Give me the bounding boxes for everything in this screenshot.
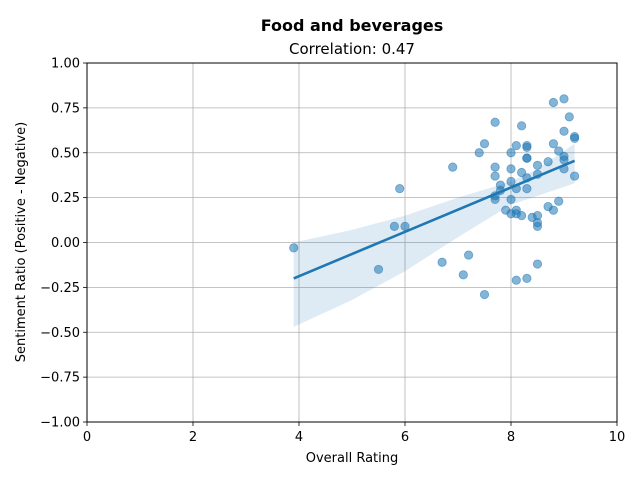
data-point	[532, 259, 543, 269]
data-point	[506, 194, 516, 205]
y-tick-label: 0.50	[51, 146, 80, 161]
data-point	[373, 264, 384, 275]
y-tick-label: −0.75	[40, 371, 80, 386]
data-point	[289, 243, 299, 253]
data-point	[474, 148, 484, 158]
data-point	[532, 160, 543, 170]
y-tick-label: 0.75	[51, 101, 80, 116]
data-point	[463, 250, 474, 260]
data-point	[548, 97, 559, 108]
data-point	[395, 184, 405, 194]
x-tick-label: 6	[401, 430, 409, 445]
data-point	[506, 176, 516, 187]
x-tick-label: 0	[83, 430, 91, 445]
confidence-band	[293, 143, 575, 327]
data-point	[548, 205, 559, 215]
regression-line	[293, 159, 576, 280]
y-tick-label: −1.00	[40, 416, 80, 431]
y-tick-label: −0.25	[40, 281, 80, 296]
data-point	[506, 164, 516, 174]
data-point	[522, 184, 532, 194]
data-point	[437, 257, 447, 267]
data-points-group	[289, 94, 580, 300]
data-point	[516, 210, 527, 221]
data-point	[522, 273, 532, 283]
data-point	[448, 162, 458, 172]
data-point	[479, 139, 490, 149]
x-axis-ticks: 0 2 4 6 8 10	[83, 422, 625, 445]
data-point	[554, 196, 564, 206]
data-point	[569, 171, 580, 181]
data-point	[511, 275, 521, 285]
data-point	[569, 133, 580, 143]
data-point	[548, 139, 559, 149]
data-point	[559, 126, 569, 136]
data-point	[490, 117, 500, 127]
y-axis-ticks: −1.00 −0.75 −0.50 −0.25 0.00 0.25 0.50 0.75 1.00	[40, 57, 87, 431]
data-point	[522, 153, 532, 163]
data-point	[479, 289, 490, 300]
y-tick-label: −0.50	[40, 326, 80, 341]
y-tick-label: 0.00	[51, 236, 80, 251]
x-tick-label: 8	[507, 430, 515, 445]
x-tick-label: 10	[609, 430, 626, 445]
regression-line-group	[293, 159, 576, 280]
data-point	[458, 270, 468, 280]
data-point	[506, 148, 516, 158]
chart-title: Food and beverages	[261, 16, 444, 35]
data-point	[522, 142, 532, 152]
y-axis-label: Sentiment Ratio (Positive - Negative)	[14, 122, 29, 362]
data-point	[511, 140, 521, 151]
data-point	[490, 171, 500, 181]
data-point	[490, 162, 500, 172]
data-point	[389, 221, 399, 231]
data-point	[559, 94, 569, 104]
data-point	[543, 157, 553, 167]
confidence-band-group	[293, 143, 575, 327]
chart-subtitle: Correlation: 0.47	[289, 40, 415, 58]
x-tick-label: 2	[189, 430, 197, 445]
data-point	[516, 121, 527, 131]
x-tick-label: 4	[295, 430, 303, 445]
y-tick-label: 0.25	[51, 191, 80, 206]
x-axis-label: Overall Rating	[306, 451, 399, 466]
y-tick-label: 1.00	[51, 57, 80, 72]
data-point	[532, 221, 543, 231]
data-point	[564, 112, 574, 122]
